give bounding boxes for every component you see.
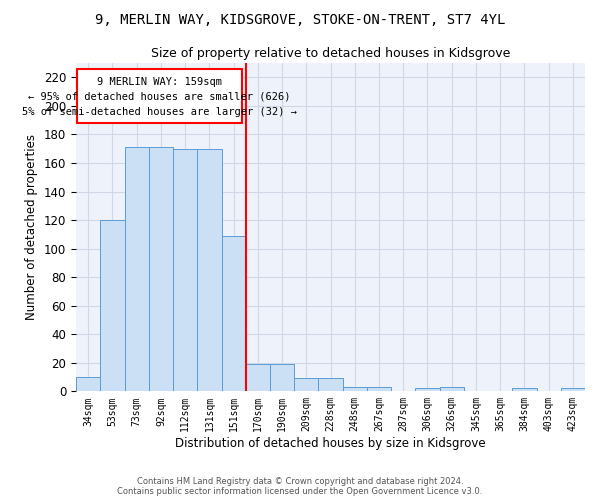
Bar [221,236,246,392]
Bar [246,364,270,392]
Bar [197,148,221,392]
Bar [367,387,391,392]
Bar [76,377,100,392]
Bar [294,378,319,392]
Bar [561,388,585,392]
Bar [100,220,125,392]
Text: 9 MERLIN WAY: 159sqm: 9 MERLIN WAY: 159sqm [97,78,222,88]
Y-axis label: Number of detached properties: Number of detached properties [25,134,38,320]
Bar [415,388,440,392]
Text: 9, MERLIN WAY, KIDSGROVE, STOKE-ON-TRENT, ST7 4YL: 9, MERLIN WAY, KIDSGROVE, STOKE-ON-TRENT… [95,12,505,26]
Bar [173,148,197,392]
Bar [440,387,464,392]
Bar [270,364,294,392]
Bar [125,148,149,392]
Bar [512,388,536,392]
FancyBboxPatch shape [77,69,242,123]
Text: Contains HM Land Registry data © Crown copyright and database right 2024.
Contai: Contains HM Land Registry data © Crown c… [118,476,482,496]
Bar [343,387,367,392]
Bar [319,378,343,392]
Text: 5% of semi-detached houses are larger (32) →: 5% of semi-detached houses are larger (3… [22,107,297,117]
Title: Size of property relative to detached houses in Kidsgrove: Size of property relative to detached ho… [151,48,510,60]
Text: ← 95% of detached houses are smaller (626): ← 95% of detached houses are smaller (62… [28,92,291,102]
X-axis label: Distribution of detached houses by size in Kidsgrove: Distribution of detached houses by size … [175,437,486,450]
Bar [149,148,173,392]
